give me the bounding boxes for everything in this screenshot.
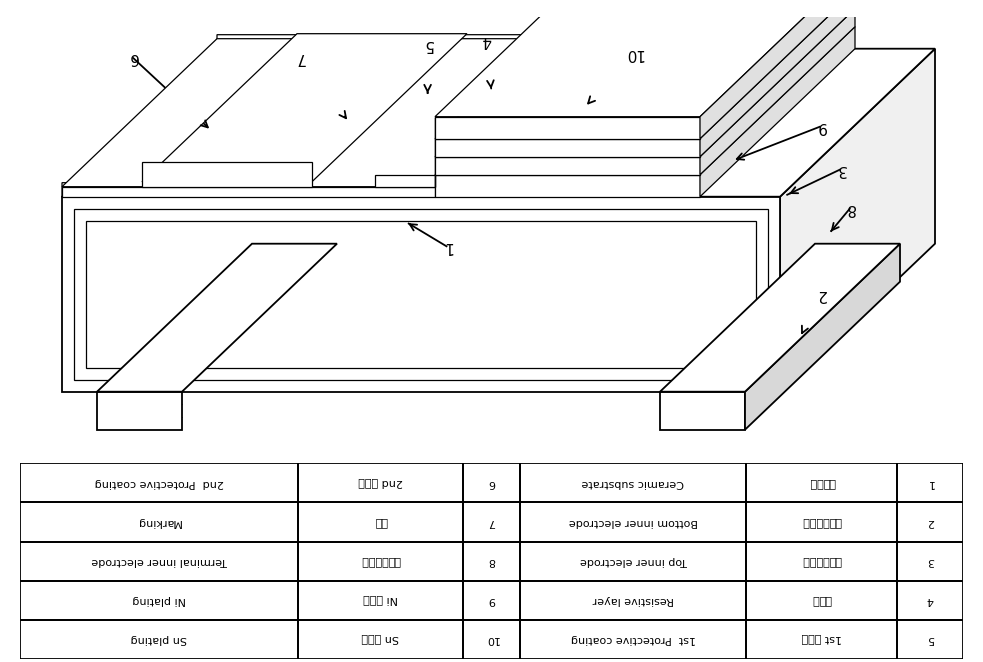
Bar xyxy=(520,502,746,542)
Text: 3: 3 xyxy=(836,162,845,177)
Bar xyxy=(20,542,298,581)
Bar xyxy=(20,463,298,502)
Text: 正面内电极答: 正面内电极答 xyxy=(802,556,841,566)
Text: 10: 10 xyxy=(485,634,498,644)
Text: 背面内电极答: 背面内电极答 xyxy=(802,517,841,527)
Polygon shape xyxy=(700,0,855,139)
Bar xyxy=(897,581,963,620)
Polygon shape xyxy=(435,157,700,175)
Bar xyxy=(463,502,520,542)
Text: Terminal inner electrode: Terminal inner electrode xyxy=(91,556,227,566)
Polygon shape xyxy=(780,49,935,392)
Text: Top inner electrode: Top inner electrode xyxy=(580,556,686,566)
Bar xyxy=(520,581,746,620)
Text: Resistive layer: Resistive layer xyxy=(593,595,673,605)
Bar xyxy=(463,581,520,620)
Text: 6: 6 xyxy=(488,478,495,488)
Bar xyxy=(298,620,463,659)
Bar xyxy=(20,502,298,542)
Polygon shape xyxy=(97,392,182,430)
Text: Sn plating: Sn plating xyxy=(131,634,187,644)
Polygon shape xyxy=(435,0,855,117)
Bar xyxy=(746,620,897,659)
Text: Sn 电镲层: Sn 电镲层 xyxy=(362,634,399,644)
Polygon shape xyxy=(435,26,855,175)
Bar xyxy=(520,620,746,659)
Text: Marking: Marking xyxy=(137,517,181,527)
Text: Ni plating: Ni plating xyxy=(132,595,186,605)
Polygon shape xyxy=(435,175,700,197)
Text: 10: 10 xyxy=(624,46,644,61)
Text: 侧面内电极答: 侧面内电极答 xyxy=(361,556,400,566)
Text: 5: 5 xyxy=(423,37,433,52)
Bar xyxy=(463,542,520,581)
Text: 2nd 保护膜: 2nd 保护膜 xyxy=(358,478,403,488)
Bar xyxy=(897,620,963,659)
Text: 2nd  Protective coating: 2nd Protective coating xyxy=(94,478,223,488)
Text: 1st  Protective coating: 1st Protective coating xyxy=(570,634,696,644)
Bar xyxy=(520,542,746,581)
Polygon shape xyxy=(375,175,435,187)
Polygon shape xyxy=(435,117,700,139)
Bar xyxy=(520,463,746,502)
Polygon shape xyxy=(142,162,312,187)
Text: 7: 7 xyxy=(295,50,305,65)
Bar xyxy=(746,581,897,620)
Text: 5: 5 xyxy=(927,634,934,644)
Text: 6: 6 xyxy=(128,50,138,65)
Bar xyxy=(298,581,463,620)
Bar xyxy=(463,463,520,502)
Text: 陶瓷基板: 陶瓷基板 xyxy=(809,478,835,488)
Text: 1: 1 xyxy=(927,478,934,488)
Text: 9: 9 xyxy=(816,119,826,134)
Polygon shape xyxy=(62,197,780,392)
Text: Bottom inner electrode: Bottom inner electrode xyxy=(568,517,698,527)
Polygon shape xyxy=(745,244,900,430)
Polygon shape xyxy=(62,49,935,197)
Text: 7: 7 xyxy=(488,517,495,527)
Text: 9: 9 xyxy=(488,595,495,605)
Text: 标字: 标字 xyxy=(374,517,387,527)
Polygon shape xyxy=(660,244,900,392)
Polygon shape xyxy=(62,187,435,197)
Bar xyxy=(20,581,298,620)
Polygon shape xyxy=(700,26,855,197)
Bar xyxy=(298,502,463,542)
Polygon shape xyxy=(435,9,855,157)
Polygon shape xyxy=(435,139,700,157)
Polygon shape xyxy=(62,34,585,197)
Text: 3: 3 xyxy=(927,556,934,566)
Text: 1: 1 xyxy=(442,239,452,254)
Polygon shape xyxy=(435,0,855,139)
Text: 8: 8 xyxy=(845,201,855,216)
Polygon shape xyxy=(700,9,855,175)
Polygon shape xyxy=(142,34,467,181)
Text: 4: 4 xyxy=(927,595,934,605)
Bar xyxy=(20,620,298,659)
Bar xyxy=(298,463,463,502)
Text: 2: 2 xyxy=(927,517,934,527)
Polygon shape xyxy=(660,392,745,430)
Bar xyxy=(298,542,463,581)
Text: 电阔膜: 电阔膜 xyxy=(812,595,832,605)
Bar xyxy=(897,463,963,502)
Bar xyxy=(897,542,963,581)
Bar xyxy=(746,542,897,581)
Bar xyxy=(897,502,963,542)
Polygon shape xyxy=(62,38,590,187)
Bar xyxy=(746,463,897,502)
Text: 2: 2 xyxy=(816,287,826,302)
Text: 4: 4 xyxy=(482,33,492,48)
Bar xyxy=(463,620,520,659)
Text: Ni 电镲层: Ni 电镲层 xyxy=(363,595,398,605)
Text: 8: 8 xyxy=(488,556,495,566)
Polygon shape xyxy=(97,244,337,392)
Text: Ceramic substrate: Ceramic substrate xyxy=(582,478,684,488)
Bar xyxy=(746,502,897,542)
Text: 1st 保护膜: 1st 保护膜 xyxy=(801,634,842,644)
Polygon shape xyxy=(700,0,855,157)
